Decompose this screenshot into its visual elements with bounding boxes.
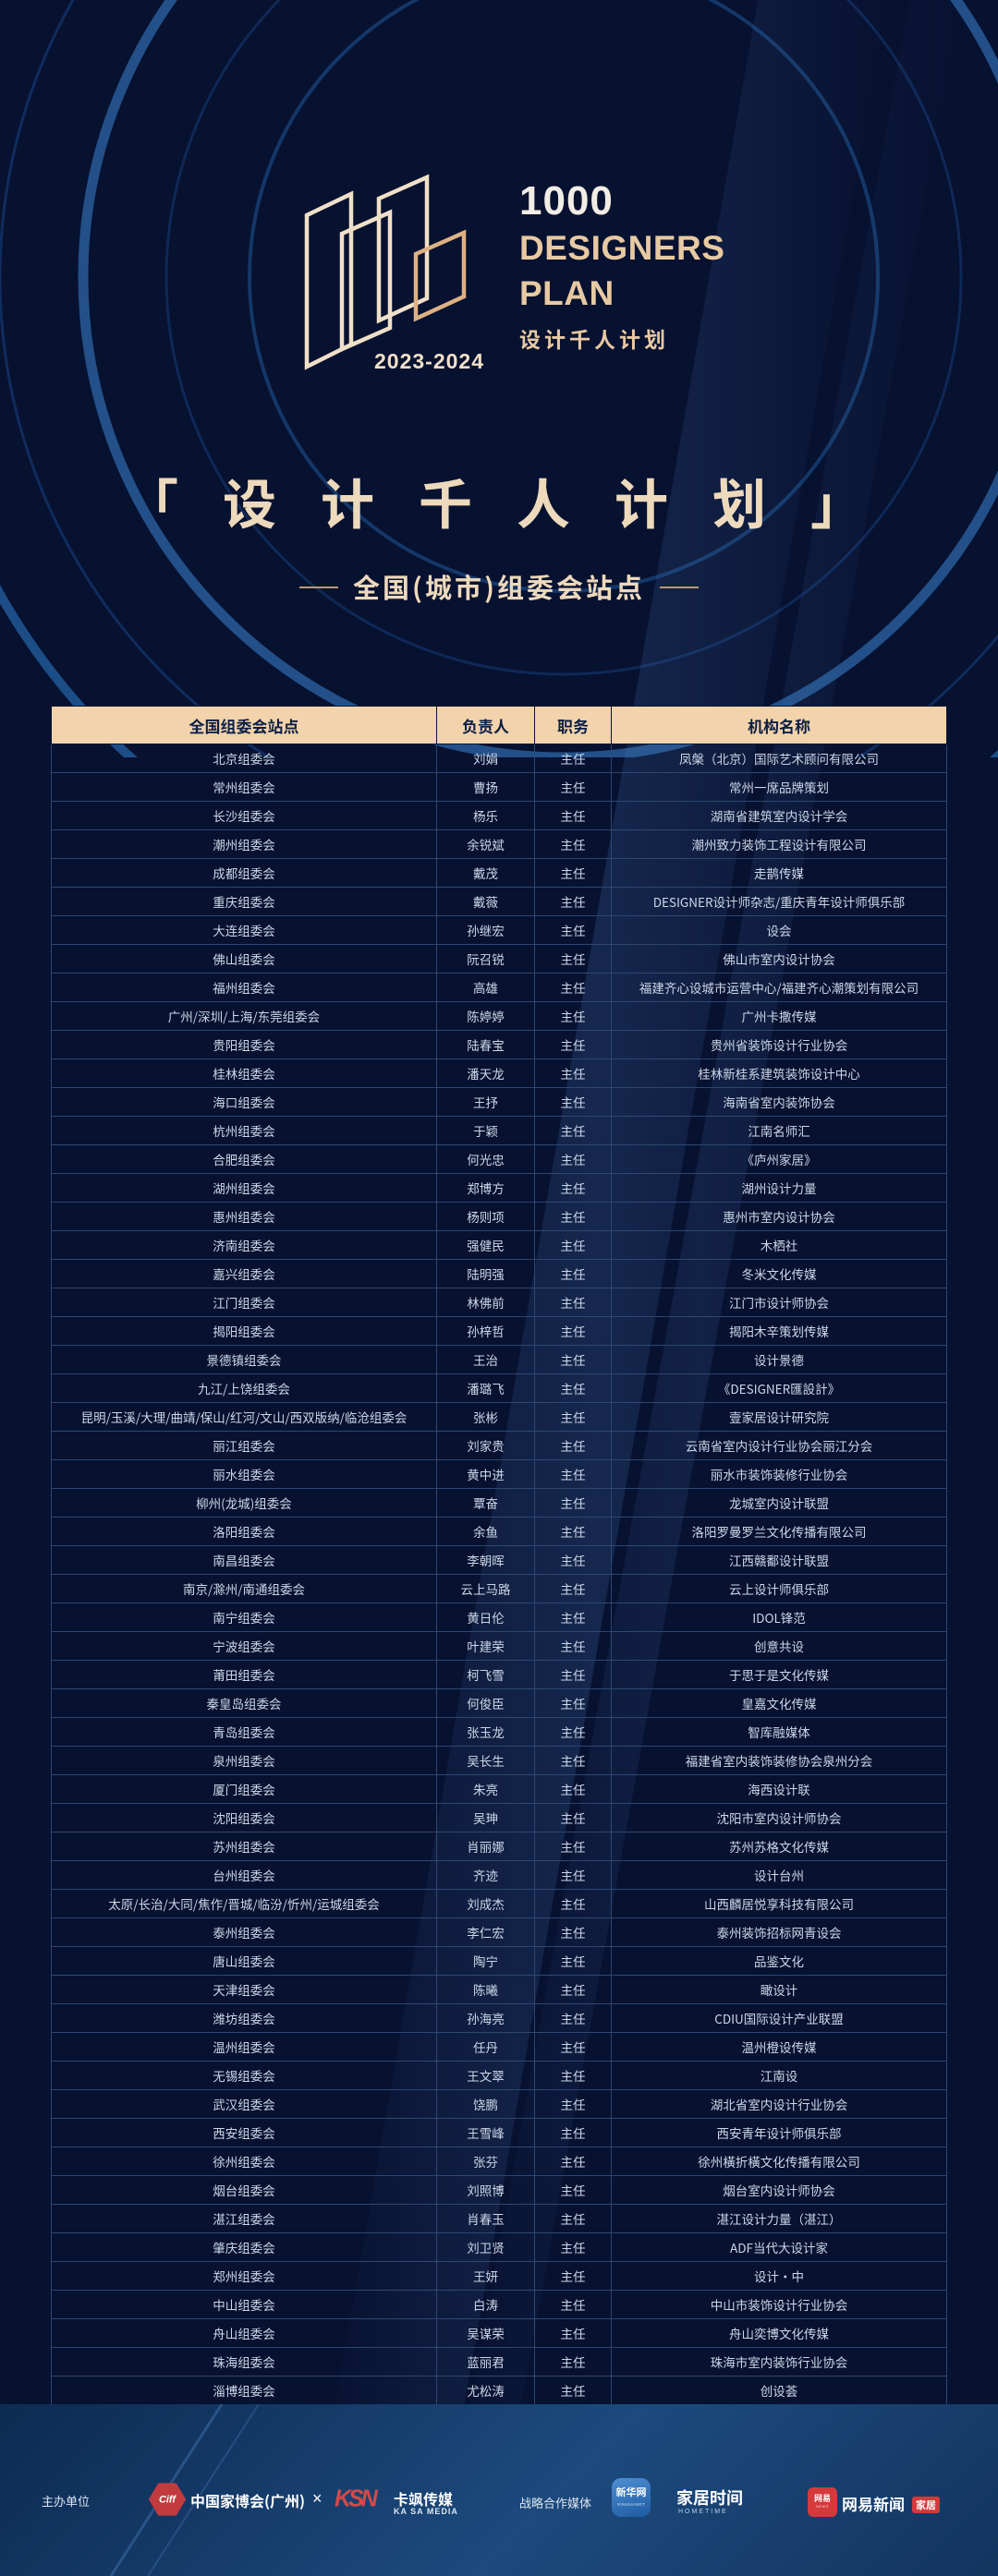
svg-text:Ciff: Ciff	[159, 2494, 176, 2505]
